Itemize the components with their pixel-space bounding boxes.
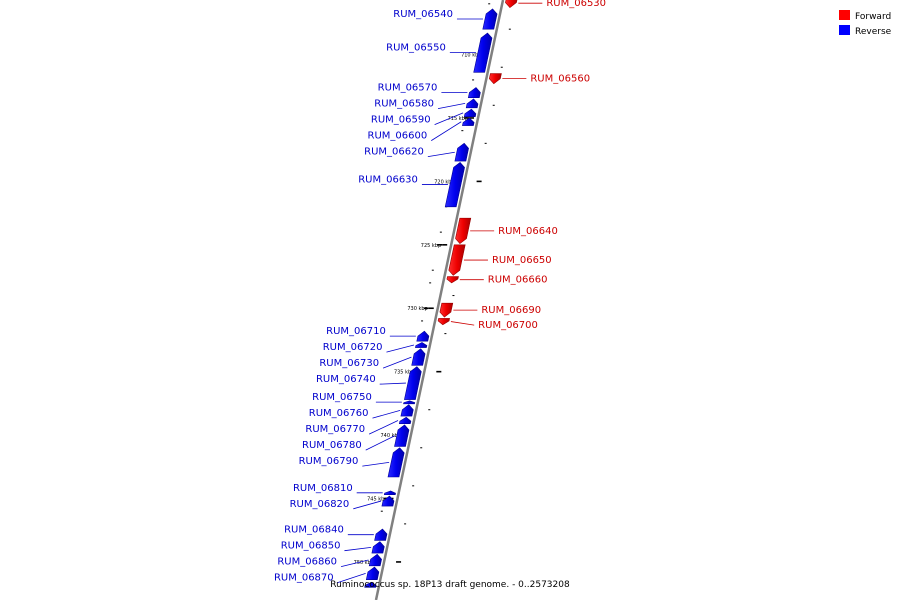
gene-label[interactable]: RUM_06790 [299, 456, 359, 467]
gene-label[interactable]: RUM_06530 [546, 0, 606, 9]
gene-leader-line [362, 461, 390, 467]
gene-leader-line [431, 121, 462, 141]
legend-forward-swatch [839, 10, 850, 20]
gene-label[interactable]: RUM_06840 [284, 525, 344, 536]
gene-glyph[interactable] [371, 541, 385, 554]
gene-glyph[interactable] [411, 348, 426, 366]
axis-tick-label: 710 kbp [461, 53, 481, 59]
gene-label[interactable]: RUM_06700 [478, 320, 538, 331]
gene-leader-line [450, 321, 475, 326]
gene-glyph[interactable] [439, 302, 454, 318]
gene-glyph[interactable] [415, 342, 428, 348]
gene-leader-line [368, 420, 399, 435]
gene-glyph[interactable] [398, 416, 412, 425]
gene-label[interactable]: RUM_06750 [312, 392, 372, 403]
gene-glyph[interactable] [505, 0, 518, 9]
gene-leader-line [437, 102, 466, 109]
gene-labels: RUM_06540 RUM_06550 RUM_06570 RUM_06580 RUM_… [274, 0, 606, 584]
gene-glyph[interactable] [467, 87, 481, 98]
gene-glyph[interactable] [416, 330, 430, 342]
gene-label[interactable]: RUM_06640 [498, 226, 558, 237]
gene-label[interactable]: RUM_06690 [481, 305, 541, 316]
axis-tick-label: 750 kbp [354, 560, 374, 566]
gene-leader-line [382, 356, 412, 369]
axis-tick-label: 730 kbp [407, 306, 427, 312]
gene-glyph[interactable] [404, 366, 422, 400]
gene-glyph[interactable] [368, 553, 382, 567]
gene-glyph[interactable] [394, 424, 410, 447]
gene-glyph[interactable] [364, 581, 377, 588]
gene-label[interactable]: RUM_06740 [316, 374, 376, 385]
gene-leader-line [365, 435, 395, 451]
gene-glyph[interactable] [444, 161, 465, 208]
gene-leader-line [379, 382, 406, 385]
gene-label[interactable]: RUM_06720 [323, 342, 383, 353]
genome-caption: Ruminococcus sp. 18P13 draft genome. - 0… [330, 580, 570, 590]
gene-leader-line [344, 546, 372, 552]
genes [364, 0, 518, 588]
gene-label[interactable]: RUM_06770 [305, 424, 365, 435]
gene-label[interactable]: RUM_06810 [293, 483, 353, 494]
gene-glyph[interactable] [381, 495, 395, 507]
gene-label[interactable]: RUM_06650 [492, 255, 552, 266]
gene-label[interactable]: RUM_06590 [371, 115, 431, 126]
gene-glyph[interactable] [448, 244, 466, 276]
gene-glyph[interactable] [365, 566, 380, 581]
axis-tick-label: 745 kbp [367, 497, 387, 503]
gene-glyph[interactable] [473, 32, 493, 73]
gene-label[interactable]: RUM_06710 [326, 326, 386, 337]
gene-label[interactable]: RUM_06730 [319, 358, 379, 369]
gene-label[interactable]: RUM_06780 [302, 440, 362, 451]
axis-tick-label: 725 kbp [421, 243, 441, 249]
legend-forward-label: Forward [855, 12, 891, 22]
gene-label[interactable]: RUM_06540 [393, 9, 453, 20]
gene-leader-line [372, 409, 401, 419]
gene-glyph[interactable] [462, 117, 475, 126]
gene-label[interactable]: RUM_06760 [309, 408, 369, 419]
gene-label[interactable]: RUM_06630 [358, 175, 418, 186]
gene-leader-line [340, 559, 369, 568]
gene-leader-line [427, 151, 455, 157]
gene-label[interactable]: RUM_06620 [364, 147, 424, 158]
chromosome-axis [374, 0, 505, 600]
gene-label[interactable]: RUM_06560 [530, 74, 590, 85]
gene-label[interactable]: RUM_06660 [488, 275, 548, 286]
gene-glyph[interactable] [437, 318, 450, 326]
gene-glyph[interactable] [446, 276, 459, 284]
gene-label[interactable]: RUM_06870 [274, 573, 334, 584]
gene-label[interactable]: RUM_06820 [290, 499, 350, 510]
gene-glyph[interactable] [403, 400, 416, 405]
gene-glyph[interactable] [463, 108, 477, 117]
gene-leader-line [353, 500, 382, 510]
gene-leader-line [337, 572, 366, 584]
gene-glyph[interactable] [400, 404, 414, 417]
gene-label[interactable]: RUM_06600 [368, 131, 428, 142]
axis-tick-label: 735 kbp [394, 370, 414, 376]
gene-glyph[interactable] [455, 217, 472, 245]
gene-label[interactable]: RUM_06550 [386, 43, 446, 54]
gene-leader-line [386, 344, 415, 353]
axis-tick-label: 720 kbp [434, 179, 454, 185]
gene-glyph[interactable] [454, 142, 469, 162]
legend-reverse-swatch [839, 25, 850, 35]
legend-reverse-label: Reverse [855, 27, 892, 37]
legend: Forward Reverse [839, 10, 892, 37]
gene-label[interactable]: RUM_06570 [378, 83, 438, 94]
gene-label[interactable]: RUM_06860 [277, 557, 337, 568]
gene-label[interactable]: RUM_06580 [374, 99, 434, 110]
gene-label[interactable]: RUM_06850 [281, 541, 341, 552]
gene-leader-lines [337, 2, 543, 584]
axis-tick-label: 740 kbp [381, 433, 401, 439]
axis-tick-label: 715 kbp [448, 116, 468, 122]
gene-glyph[interactable] [482, 8, 498, 30]
gene-glyph[interactable] [488, 73, 502, 85]
gene-glyph[interactable] [465, 98, 479, 109]
gene-leader-line [434, 112, 464, 125]
gene-glyph[interactable] [387, 447, 405, 478]
gene-glyph[interactable] [383, 490, 396, 496]
gene-glyph[interactable] [374, 528, 388, 541]
